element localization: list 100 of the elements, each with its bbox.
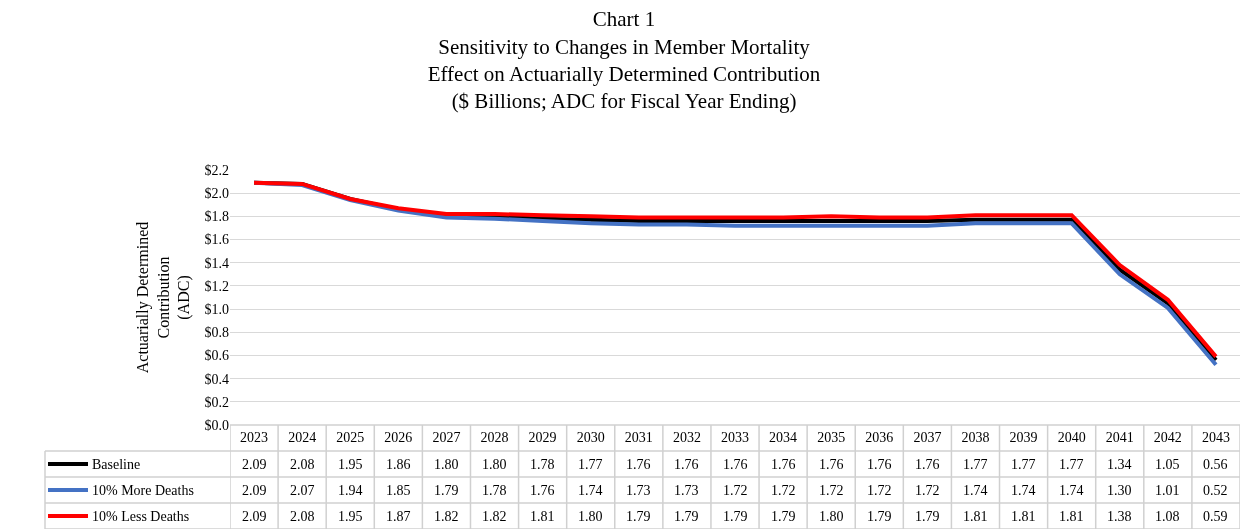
x-tick-label: 2031 bbox=[624, 430, 653, 445]
legend-label: Baseline bbox=[92, 457, 141, 472]
data-label: 1.74 bbox=[963, 483, 988, 498]
data-label: 1.95 bbox=[338, 457, 363, 472]
data-label: 1.81 bbox=[1059, 509, 1084, 524]
x-tick-label: 2040 bbox=[1057, 430, 1086, 445]
data-label: 1.76 bbox=[674, 457, 699, 472]
data-label: 1.79 bbox=[915, 509, 940, 524]
data-label: 2.09 bbox=[242, 509, 267, 524]
data-label: 2.09 bbox=[242, 457, 267, 472]
x-tick-label: 2042 bbox=[1153, 430, 1182, 445]
data-label: 1.76 bbox=[819, 457, 844, 472]
data-label: 1.74 bbox=[1059, 483, 1084, 498]
data-label: 1.82 bbox=[434, 509, 459, 524]
data-label: 2.08 bbox=[290, 457, 315, 472]
y-axis-title: Actuarially Determined Contribution (ADC) bbox=[133, 221, 194, 374]
data-label: 1.74 bbox=[1011, 483, 1036, 498]
legend-label: 10% Less Deaths bbox=[92, 509, 190, 524]
data-label: 1.74 bbox=[578, 483, 603, 498]
data-label: 1.76 bbox=[723, 457, 748, 472]
y-tick-label: $1.4 bbox=[204, 255, 229, 271]
data-label: 1.76 bbox=[915, 457, 940, 472]
x-tick-label: 2036 bbox=[865, 430, 894, 445]
data-label: 1.73 bbox=[626, 483, 651, 498]
data-label: 1.76 bbox=[530, 483, 555, 498]
x-tick-label: 2026 bbox=[384, 430, 413, 445]
data-label: 1.30 bbox=[1107, 483, 1132, 498]
data-label: 1.81 bbox=[530, 509, 555, 524]
x-tick-label: 2033 bbox=[721, 430, 749, 445]
data-label: 1.78 bbox=[530, 457, 555, 472]
data-label: 1.79 bbox=[434, 483, 459, 498]
data-label: 2.08 bbox=[290, 509, 315, 524]
data-label: 1.01 bbox=[1155, 483, 1180, 498]
y-tick-label: $0.8 bbox=[204, 325, 229, 341]
data-label: 1.34 bbox=[1107, 457, 1132, 472]
data-label: 1.72 bbox=[771, 483, 796, 498]
x-tick-label: 2039 bbox=[1009, 430, 1038, 445]
x-tick-label: 2034 bbox=[769, 430, 798, 445]
data-label: 1.81 bbox=[963, 509, 988, 524]
data-label: 1.78 bbox=[482, 483, 507, 498]
data-label: 1.08 bbox=[1155, 509, 1180, 524]
y-tick-label: $0.6 bbox=[204, 348, 229, 364]
y-tick-label: $0.2 bbox=[204, 394, 229, 410]
y-tick-label: $0.4 bbox=[204, 371, 229, 387]
x-tick-label: 2024 bbox=[288, 430, 317, 445]
x-tick-label: 2023 bbox=[240, 430, 269, 445]
y-tick-label: $1.2 bbox=[204, 278, 229, 294]
data-label: 1.82 bbox=[482, 509, 507, 524]
x-tick-label: 2032 bbox=[672, 430, 701, 445]
data-label: 1.80 bbox=[578, 509, 603, 524]
data-label: 1.73 bbox=[674, 483, 699, 498]
data-label: 1.72 bbox=[915, 483, 940, 498]
x-tick-label: 2028 bbox=[480, 430, 509, 445]
data-label: 1.05 bbox=[1155, 457, 1180, 472]
data-label: 1.72 bbox=[723, 483, 748, 498]
y-tick-label: $1.0 bbox=[204, 301, 229, 317]
chart-title: Chart 1 Sensitivity to Changes in Member Mortality Effect on Actuarially Determined Contribution ($ Billions; ADC for Fiscal Year Ending) bbox=[427, 7, 821, 114]
data-label: 1.80 bbox=[482, 457, 507, 472]
x-tick-label: 2038 bbox=[961, 430, 990, 445]
data-label: 1.76 bbox=[771, 457, 796, 472]
data-label: 1.79 bbox=[674, 509, 699, 524]
data-label: 2.07 bbox=[290, 483, 315, 498]
y-tick-label: $2.2 bbox=[204, 162, 229, 178]
data-label: 1.76 bbox=[867, 457, 892, 472]
data-label: 1.86 bbox=[386, 457, 411, 472]
data-label: 1.76 bbox=[626, 457, 651, 472]
data-label: 1.95 bbox=[338, 509, 363, 524]
data-label: 1.38 bbox=[1107, 509, 1132, 524]
data-label: 1.72 bbox=[819, 483, 844, 498]
data-label: 0.59 bbox=[1203, 509, 1228, 524]
data-label: 1.79 bbox=[723, 509, 748, 524]
data-label: 1.87 bbox=[386, 509, 411, 524]
data-label: 1.81 bbox=[1011, 509, 1036, 524]
x-tick-label: 2029 bbox=[528, 430, 557, 445]
data-label: 1.79 bbox=[867, 509, 892, 524]
y-tick-label: $1.8 bbox=[204, 209, 229, 225]
data-label: 0.52 bbox=[1203, 483, 1228, 498]
data-label: 1.72 bbox=[867, 483, 892, 498]
data-label: 1.77 bbox=[1011, 457, 1036, 472]
data-label: 1.77 bbox=[963, 457, 988, 472]
x-tick-label: 2037 bbox=[913, 430, 942, 445]
y-tick-label: $0.0 bbox=[204, 417, 229, 433]
data-label: 1.79 bbox=[771, 509, 796, 524]
x-tick-label: 2043 bbox=[1201, 430, 1230, 445]
x-tick-label: 2027 bbox=[432, 430, 461, 445]
legend-label: 10% More Deaths bbox=[92, 483, 194, 498]
data-label: 1.77 bbox=[578, 457, 603, 472]
data-label: 1.77 bbox=[1059, 457, 1084, 472]
x-tick-label: 2041 bbox=[1105, 430, 1134, 445]
data-label: 1.80 bbox=[819, 509, 844, 524]
y-tick-label: $1.6 bbox=[204, 232, 229, 248]
x-tick-label: 2030 bbox=[576, 430, 605, 445]
y-tick-label: $2.0 bbox=[204, 186, 229, 202]
data-label: 0.56 bbox=[1203, 457, 1228, 472]
x-tick-label: 2025 bbox=[336, 430, 365, 445]
data-label: 1.85 bbox=[386, 483, 411, 498]
data-label: 1.79 bbox=[626, 509, 651, 524]
data-label: 1.80 bbox=[434, 457, 459, 472]
data-label: 1.94 bbox=[338, 483, 363, 498]
data-label: 2.09 bbox=[242, 483, 267, 498]
